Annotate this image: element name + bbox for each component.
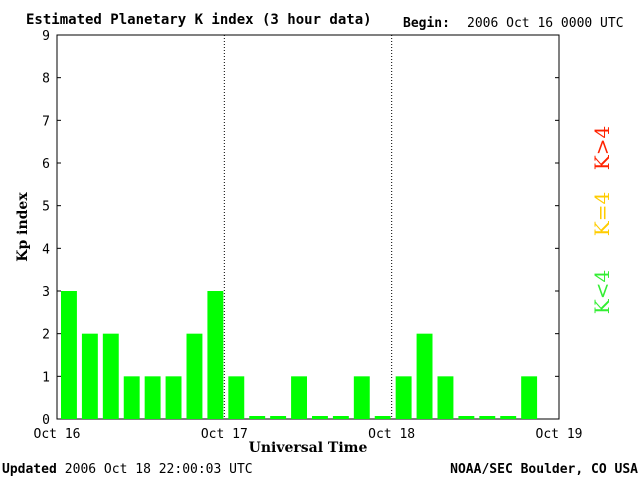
kp-bar xyxy=(353,376,370,419)
legend-item: K<4 xyxy=(590,270,614,314)
kp-bar xyxy=(186,333,203,419)
y-tick-label: 2 xyxy=(42,328,50,343)
legend: K<4 K=4 K>4 xyxy=(590,126,614,314)
plot-frame xyxy=(56,34,560,420)
kp-bar xyxy=(61,291,77,419)
x-tick-label: Oct 16 xyxy=(34,427,81,442)
kp-bar xyxy=(479,416,496,419)
y-tick-label: 5 xyxy=(42,200,50,215)
y-tick-label: 6 xyxy=(42,157,50,172)
y-axis-ticks: 0 1 2 3 4 5 6 7 8 9 xyxy=(42,29,559,428)
credit: NOAA/SEC Boulder, CO USA xyxy=(450,462,638,477)
x-axis-ticks: Oct 16 Oct 17 Oct 18 Oct 19 xyxy=(34,427,583,442)
x-tick-label: Oct 17 xyxy=(201,427,248,442)
kp-bar xyxy=(249,416,266,419)
y-tick-label: 3 xyxy=(42,285,50,300)
bars xyxy=(61,291,538,419)
kp-bar xyxy=(165,376,182,419)
kp-bar xyxy=(123,376,140,419)
kp-bar xyxy=(521,376,538,419)
y-tick-label: 1 xyxy=(42,370,50,385)
legend-item: K=4 xyxy=(590,192,614,236)
updated-line: Updated 2006 Oct 18 22:00:03 UTC xyxy=(2,462,253,477)
begin-value: 2006 Oct 16 0000 UTC xyxy=(467,16,624,31)
kp-bar xyxy=(500,416,517,419)
kp-bar xyxy=(81,333,98,419)
y-axis-label: Kp index xyxy=(15,192,31,262)
kp-bar xyxy=(102,333,119,419)
y-tick-label: 0 xyxy=(42,413,50,428)
kp-bar xyxy=(437,376,454,419)
x-tick-label: Oct 19 xyxy=(536,427,583,442)
kp-bar xyxy=(312,416,328,419)
y-tick-label: 7 xyxy=(42,114,50,129)
kp-bar xyxy=(207,291,224,419)
y-tick-label: 8 xyxy=(42,72,50,87)
kp-bar xyxy=(144,376,161,419)
legend-item: K>4 xyxy=(590,126,614,170)
kp-bar xyxy=(291,376,307,419)
kp-bar xyxy=(395,376,412,419)
kp-bar xyxy=(416,333,433,419)
kp-bar xyxy=(332,416,349,419)
kp-bar xyxy=(458,416,475,419)
chart-title: Estimated Planetary K index (3 hour data… xyxy=(26,12,372,28)
x-tick-label: Oct 18 xyxy=(368,427,415,442)
updated-value: 2006 Oct 18 22:00:03 UTC xyxy=(65,462,253,477)
x-axis-label: Universal Time xyxy=(249,440,368,456)
begin-label: Begin: xyxy=(403,16,450,31)
y-tick-label: 9 xyxy=(42,29,50,44)
updated-label: Updated xyxy=(2,462,57,477)
kp-bar xyxy=(270,416,287,419)
kp-bar xyxy=(228,376,245,419)
kp-bar xyxy=(374,416,391,419)
day-dividers xyxy=(223,35,393,419)
y-tick-label: 4 xyxy=(42,242,50,257)
